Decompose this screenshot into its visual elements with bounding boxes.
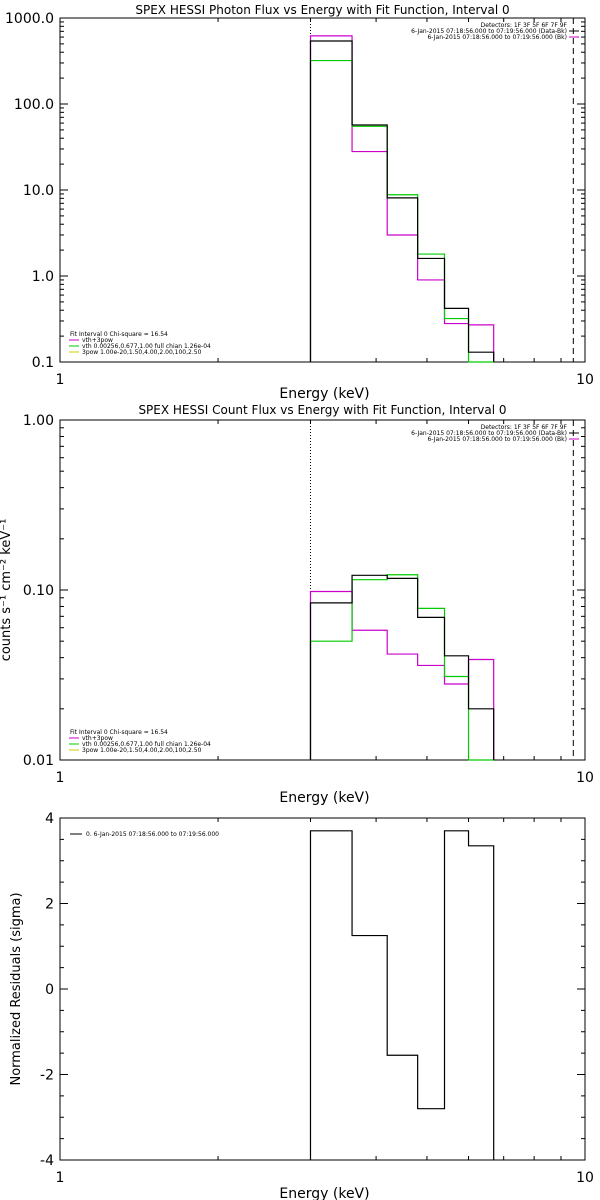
series-magenta-step [309,590,495,760]
legend-entry: vth+3pow [82,735,113,742]
y-tick-label: 100.0 [14,97,54,113]
legend-entry: Fit Interval 0 Chi-square = 16.54 [70,729,168,736]
x-tick-label: 10 [576,770,594,786]
legend-entry: 6-Jan-2015 07:18:56.000 to 07:19:56.000 … [427,436,567,443]
legend-entry: 6-Jan-2015 07:18:56.000 to 07:19:56.000 … [427,34,567,41]
series-green-step [309,59,494,363]
chart-title: SPEX HESSI Count Flux vs Energy with Fit… [138,403,506,417]
legend-entry: 3pow 1.00e-20,1.50,4.00,2.00,100,2.50 [82,349,202,356]
panel-2: SPEX HESSI Count Flux vs Energy with Fit… [0,403,594,806]
y-tick-label: 4 [45,811,54,827]
y-tick-label: 1.0 [32,269,54,285]
y-tick-label: -4 [40,1153,54,1169]
x-tick-label: 10 [576,372,594,388]
y-tick-label: 0.10 [23,583,54,599]
chart-title: SPEX HESSI Photon Flux vs Energy with Fi… [135,3,509,17]
y-axis-label: counts s⁻¹ cm⁻² keV⁻¹ [0,519,14,662]
x-axis-label: Energy (keV) [279,790,369,806]
x-axis-label: Energy (keV) [279,386,369,402]
y-tick-label: 0.01 [23,753,54,769]
legend-entry: Detectors: 1F 3F 5F 6F 7F 9F [481,22,568,29]
series-magenta-step [309,35,495,362]
legend-entry: 3pow 1.00e-20,1.50,4.00,2.00,100,2.50 [82,747,202,754]
legend-entry: vth+3pow [82,337,113,344]
x-tick-label: 1 [56,372,65,388]
legend-entry: 6-Jan-2015 07:18:56.000 to 07:19:56.000 … [411,430,567,437]
legend-entry: vth 0.00256,0.677,1.00 full chian 1.26e-… [82,741,211,748]
legend-entry: Detectors: 1F 3F 5F 6F 7F 9F [481,424,568,431]
plot-frame [59,817,586,1161]
y-tick-label: 1.00 [23,413,54,429]
panel-3: Energy (keV) Normalized Residuals (sigma)… [9,811,594,1200]
x-tick-label: 1 [56,770,65,786]
y-axis-label: Normalized Residuals (sigma) [9,892,24,1085]
legend-entry: 0. 6-Jan-2015 07:18:56.000 to 07:19:56.0… [86,831,219,838]
panel-1: SPEX HESSI Photon Flux vs Energy with Fi… [5,3,594,402]
y-tick-label: 2 [45,897,54,913]
series-black-step [309,574,495,760]
legend-entry: 6-Jan-2015 07:18:56.000 to 07:19:56.000 … [411,28,567,35]
y-tick-label: 0.1 [32,355,54,371]
legend-entry: vth 0.00256,0.677,1.00 full chian 1.26e-… [82,343,211,350]
series-black-step [309,830,495,1160]
series-black-step [309,40,495,362]
x-tick-label: 10 [576,1170,594,1186]
legend-entry: Fit Interval 0 Chi-square = 16.54 [70,331,168,338]
plot-frame [59,419,586,761]
x-axis-label: Energy (keV) [279,1186,369,1200]
y-tick-label: 10.0 [23,183,54,199]
y-tick-label: -2 [40,1068,54,1084]
y-tick-label: 0 [45,982,54,998]
plot-frame [59,17,586,363]
x-tick-label: 1 [56,1170,65,1186]
y-tick-label: 1000.0 [5,11,54,27]
